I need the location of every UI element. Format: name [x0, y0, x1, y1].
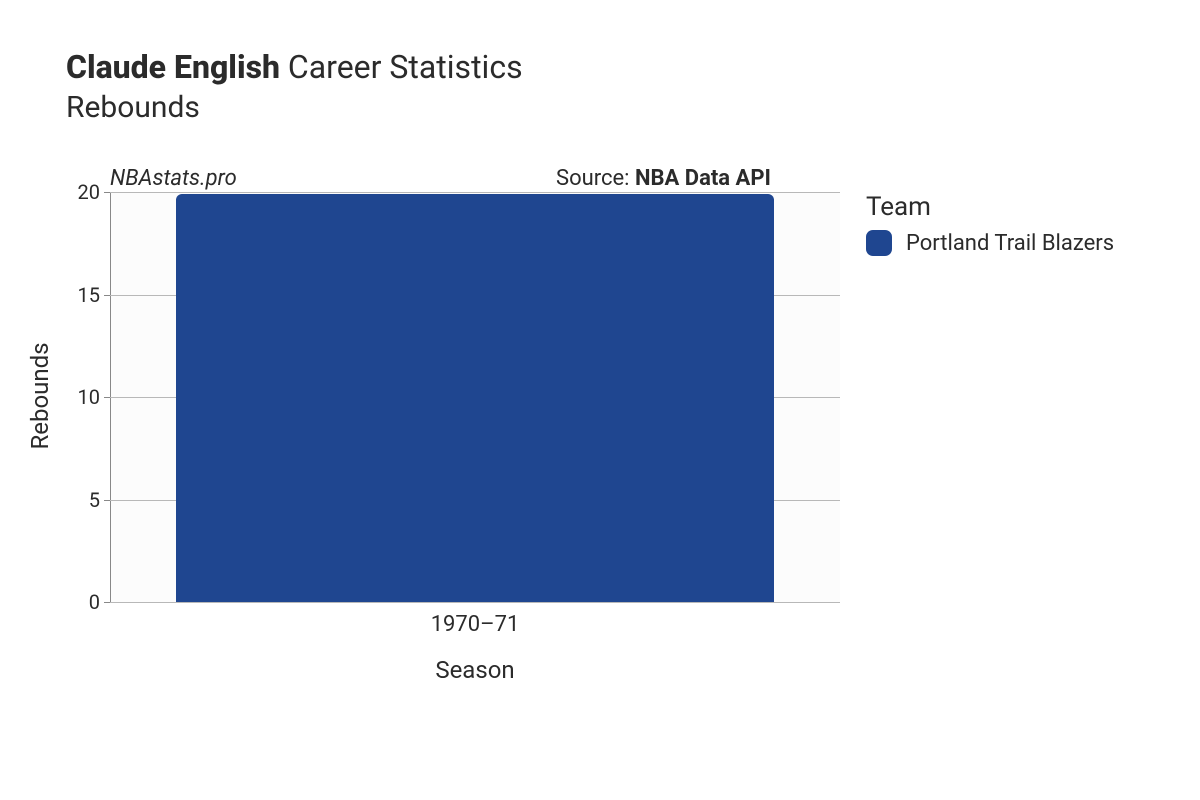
y-tick-mark — [104, 602, 110, 603]
legend-items: Portland Trail Blazers — [866, 230, 1114, 256]
title-bold: Claude English — [66, 48, 280, 86]
y-tick-mark — [104, 397, 110, 398]
legend: Team Portland Trail Blazers — [866, 192, 1114, 256]
x-tick-label: 1970–71 — [431, 612, 520, 637]
source-prefix: Source: — [556, 166, 635, 191]
y-tick-label: 10 — [60, 385, 100, 409]
title-block: Claude English Career Statistics Rebound… — [66, 48, 523, 125]
chart-title: Claude English Career Statistics — [66, 48, 523, 86]
legend-title: Team — [866, 192, 1114, 222]
grid-line — [110, 602, 840, 603]
y-tick-mark — [104, 192, 110, 193]
y-tick-label: 5 — [60, 488, 100, 512]
y-tick-label: 15 — [60, 283, 100, 307]
attribution-left: NBAstats.pro — [110, 166, 237, 191]
y-tick-mark — [104, 500, 110, 501]
y-tick-label: 20 — [60, 180, 100, 204]
legend-item-label: Portland Trail Blazers — [906, 231, 1114, 256]
x-axis-label: Season — [435, 656, 514, 684]
legend-item: Portland Trail Blazers — [866, 230, 1114, 256]
source-name: NBA Data API — [635, 166, 771, 191]
legend-swatch — [866, 230, 892, 256]
grid-line — [110, 192, 840, 193]
y-axis-label: Rebounds — [26, 342, 54, 449]
bar — [176, 194, 775, 602]
attribution-right: Source: NBA Data API — [556, 166, 771, 191]
title-rest: Career Statistics — [288, 48, 523, 86]
plot-area — [110, 192, 840, 602]
y-tick-mark — [104, 295, 110, 296]
chart-subtitle: Rebounds — [66, 90, 523, 125]
chart-container: Claude English Career Statistics Rebound… — [0, 0, 1200, 800]
y-tick-label: 0 — [60, 590, 100, 614]
